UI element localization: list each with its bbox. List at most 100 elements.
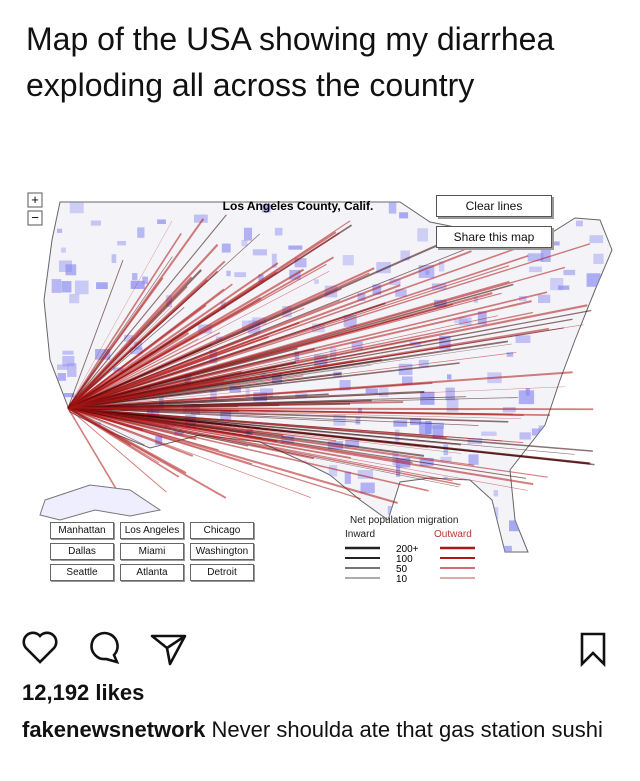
county-patch bbox=[540, 249, 551, 262]
county-patch bbox=[402, 376, 413, 385]
county-patch bbox=[393, 420, 408, 427]
migration-line bbox=[67, 262, 279, 409]
county-patch bbox=[515, 335, 531, 344]
migration-line bbox=[67, 256, 173, 409]
migration-line bbox=[67, 276, 193, 409]
county-patch bbox=[439, 335, 451, 350]
county-patch bbox=[425, 270, 430, 275]
county-patch bbox=[193, 214, 208, 223]
county-patch bbox=[70, 441, 79, 454]
county-patch bbox=[134, 341, 142, 350]
county-patch bbox=[388, 202, 397, 214]
county-patch bbox=[592, 397, 605, 405]
zoom-in[interactable] bbox=[27, 192, 43, 208]
city-button[interactable]: Chicago bbox=[190, 522, 254, 539]
migration-line bbox=[67, 401, 404, 409]
county-patch bbox=[434, 299, 447, 308]
caption-text: Never shoulda ate that gas station sushi bbox=[211, 717, 603, 742]
migration-line bbox=[67, 260, 226, 409]
migration-line bbox=[67, 407, 594, 411]
county-patch bbox=[376, 261, 391, 274]
county-patch bbox=[51, 279, 62, 293]
migration-line bbox=[67, 407, 180, 478]
county-patch bbox=[603, 353, 612, 367]
county-patch bbox=[390, 526, 405, 540]
county-patch bbox=[565, 482, 572, 492]
county-patch bbox=[447, 374, 452, 380]
migration-line bbox=[67, 375, 304, 409]
county-patch bbox=[252, 249, 267, 256]
username[interactable]: fakenewsnetwork bbox=[22, 717, 206, 742]
migration-line bbox=[67, 407, 475, 466]
county-patch bbox=[387, 505, 394, 515]
county-patch bbox=[62, 350, 74, 355]
share-icon[interactable] bbox=[150, 634, 187, 666]
share-map-button[interactable]: Share this map bbox=[436, 226, 552, 248]
county-patch bbox=[155, 436, 163, 445]
county-patch bbox=[591, 510, 606, 524]
county-patch bbox=[566, 208, 582, 218]
county-patch bbox=[506, 352, 514, 357]
county-patch bbox=[357, 408, 363, 414]
county-patch bbox=[500, 545, 512, 552]
county-patch bbox=[62, 356, 75, 367]
county-patch bbox=[241, 320, 249, 332]
county-patch bbox=[245, 387, 250, 398]
county-patch bbox=[493, 490, 499, 497]
county-patch bbox=[61, 247, 67, 253]
clear-lines-button[interactable]: Clear lines bbox=[436, 195, 552, 217]
migration-line bbox=[67, 232, 182, 409]
county-patch bbox=[425, 420, 432, 435]
legend-level: 10 bbox=[396, 574, 408, 585]
migration-line bbox=[67, 218, 205, 409]
county-patch bbox=[563, 269, 576, 276]
county-patch bbox=[534, 486, 548, 499]
county-patch bbox=[123, 334, 134, 342]
county-patch bbox=[549, 241, 560, 246]
city-button[interactable]: Detroit bbox=[190, 564, 254, 581]
city-button[interactable]: Dallas bbox=[50, 543, 114, 560]
post-heading: Map of the USA showing my diarrhea explo… bbox=[26, 21, 555, 103]
county-patch bbox=[270, 510, 282, 518]
county-patch bbox=[312, 323, 325, 333]
county-patch bbox=[437, 494, 450, 499]
county-patch bbox=[468, 454, 479, 465]
zoom-out[interactable] bbox=[27, 210, 43, 226]
legend-title: Net population migration bbox=[350, 515, 459, 526]
city-button[interactable]: Miami bbox=[120, 543, 184, 560]
city-button[interactable]: Atlanta bbox=[120, 564, 184, 581]
comment-icon[interactable] bbox=[90, 631, 120, 664]
county-patch bbox=[210, 389, 217, 401]
city-button[interactable]: Los Angeles bbox=[120, 522, 184, 539]
county-patch bbox=[44, 202, 52, 208]
county-patch bbox=[342, 255, 354, 266]
migration-line bbox=[67, 300, 532, 409]
county-patch bbox=[130, 347, 143, 355]
county-patch bbox=[458, 317, 472, 326]
like-icon[interactable] bbox=[22, 631, 58, 664]
county-patch bbox=[586, 273, 601, 287]
city-button[interactable]: Seattle bbox=[50, 564, 114, 581]
county-patch bbox=[530, 547, 547, 552]
migration-line bbox=[67, 407, 360, 423]
county-patch bbox=[527, 253, 544, 262]
migration-line bbox=[67, 335, 269, 409]
city-button[interactable]: Washington bbox=[190, 543, 254, 560]
migration-line bbox=[67, 270, 330, 409]
county-patch bbox=[333, 414, 346, 426]
save-icon[interactable] bbox=[580, 632, 606, 668]
county-patch bbox=[90, 220, 102, 226]
county-patch bbox=[45, 411, 61, 418]
zoom-in-label: + bbox=[31, 192, 39, 207]
city-button[interactable]: Manhattan bbox=[50, 522, 114, 539]
county-patch bbox=[56, 364, 68, 370]
migration-line bbox=[67, 407, 429, 492]
county-patch bbox=[365, 388, 379, 394]
county-patch bbox=[300, 502, 313, 513]
alaska bbox=[39, 484, 162, 521]
migration-map: + − Los Angeles County, Calif. bbox=[27, 192, 613, 553]
county-patch bbox=[142, 276, 148, 285]
migration-line bbox=[67, 231, 468, 409]
migration-lines bbox=[67, 214, 595, 504]
migration-line bbox=[67, 389, 260, 409]
